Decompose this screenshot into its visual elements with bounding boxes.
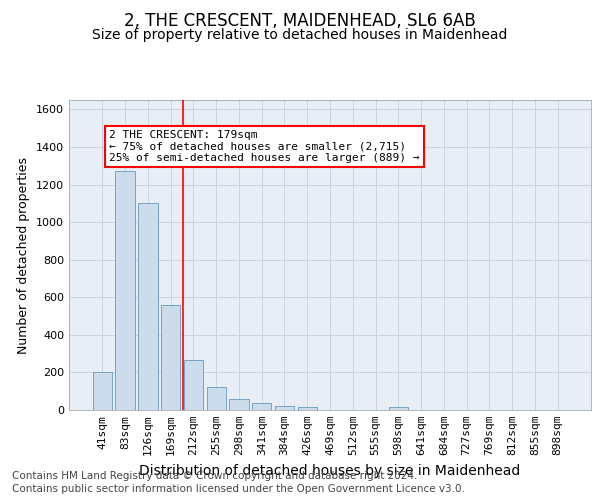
Bar [93, 372, 112, 410]
Bar [229, 399, 248, 410]
Bar [298, 407, 317, 410]
Bar [206, 388, 226, 410]
Y-axis label: Number of detached properties: Number of detached properties [17, 156, 31, 354]
Text: 2, THE CRESCENT, MAIDENHEAD, SL6 6AB: 2, THE CRESCENT, MAIDENHEAD, SL6 6AB [124, 12, 476, 30]
Bar [184, 360, 203, 410]
Text: Contains HM Land Registry data © Crown copyright and database right 2024.: Contains HM Land Registry data © Crown c… [12, 471, 418, 481]
Text: 2 THE CRESCENT: 179sqm
← 75% of detached houses are smaller (2,715)
25% of semi-: 2 THE CRESCENT: 179sqm ← 75% of detached… [109, 130, 420, 164]
Text: Size of property relative to detached houses in Maidenhead: Size of property relative to detached ho… [92, 28, 508, 42]
Bar [275, 406, 294, 410]
Bar [252, 404, 271, 410]
Bar [161, 305, 181, 410]
Bar [115, 172, 135, 410]
Text: Contains public sector information licensed under the Open Government Licence v3: Contains public sector information licen… [12, 484, 465, 494]
Bar [389, 407, 408, 410]
Bar [138, 204, 158, 410]
X-axis label: Distribution of detached houses by size in Maidenhead: Distribution of detached houses by size … [139, 464, 521, 477]
